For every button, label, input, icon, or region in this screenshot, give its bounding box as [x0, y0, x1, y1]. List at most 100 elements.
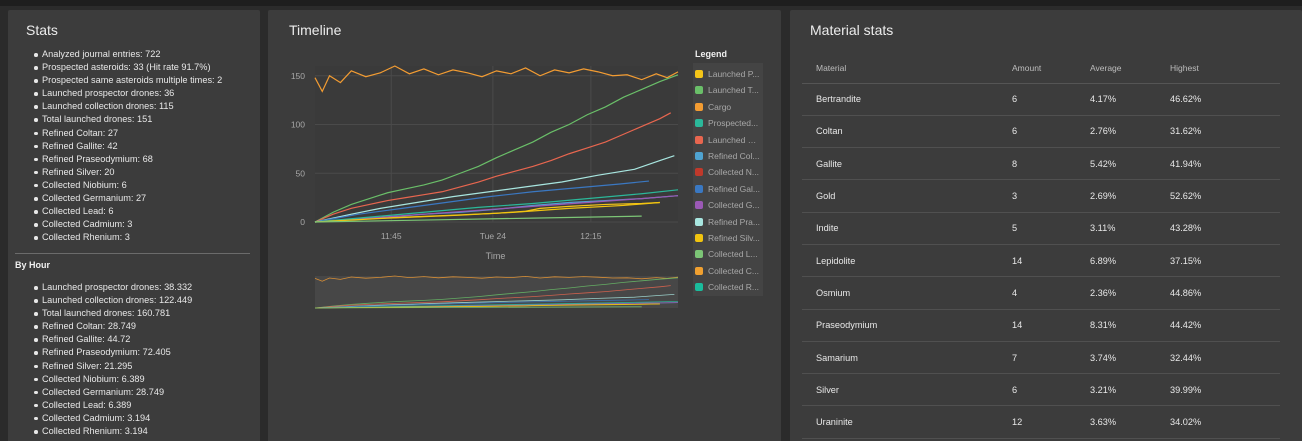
- stat-item: Collected Germanium: 28.749: [26, 386, 192, 399]
- legend-item[interactable]: Refined Pra...: [695, 214, 760, 230]
- stat-item: Total launched drones: 160.781: [26, 307, 192, 320]
- chart-legend: Launched P... Launched T... Cargo Prospecte…: [693, 63, 763, 296]
- navigator-line: [314, 275, 679, 282]
- legend-item[interactable]: Collected N...: [695, 164, 760, 180]
- x-axis-label: Time: [486, 251, 506, 261]
- column-header[interactable]: Amount: [998, 54, 1076, 84]
- material-table: Material Amount Average Highest Bertrandite…: [802, 54, 1280, 439]
- series-line: [314, 74, 679, 223]
- table-cell: 6: [998, 373, 1076, 407]
- table-cell: 44.86%: [1156, 276, 1280, 310]
- timeline-panel: Timeline 0 50 100 150 11:45 Tue 24 12:15 Time L…: [268, 10, 781, 441]
- stat-item: Launched collection drones: 122.449: [26, 294, 192, 307]
- legend-item[interactable]: Refined Silv...: [695, 230, 760, 246]
- table-cell: Bertrandite: [802, 83, 998, 116]
- column-header[interactable]: Highest: [1156, 54, 1280, 84]
- series-line: [314, 215, 642, 223]
- series-line: [314, 180, 650, 223]
- table-cell: 4.17%: [1076, 83, 1156, 116]
- y-tick-label: 150: [291, 71, 305, 81]
- legend-item[interactable]: Launched T...: [695, 82, 760, 98]
- x-tick-label: Tue 24: [480, 231, 506, 241]
- table-cell: Uraninite: [802, 405, 998, 439]
- legend-label: Launched P...: [708, 69, 760, 79]
- table-cell: Coltan: [802, 115, 998, 149]
- stat-item: Refined Gallite: 44.72: [26, 333, 192, 346]
- table-row: Bertrandite 6 4.17% 46.62%: [802, 83, 1280, 116]
- legend-item[interactable]: Launched P...: [695, 66, 760, 82]
- table-row: Lepidolite 14 6.89% 37.15%: [802, 244, 1280, 278]
- table-row: Samarium 7 3.74% 32.44%: [802, 341, 1280, 375]
- top-bar: [0, 0, 1302, 6]
- legend-item[interactable]: Prospected...: [695, 115, 760, 131]
- legend-item[interactable]: Collected L...: [695, 246, 760, 262]
- table-cell: 4: [998, 276, 1076, 310]
- stat-item: Refined Praseodymium: 72.405: [26, 346, 192, 359]
- timeline-chart[interactable]: 0 50 100 150 11:45 Tue 24 12:15 Time: [268, 10, 693, 320]
- series-line: [314, 201, 660, 223]
- navigator-line: [314, 277, 679, 309]
- legend-label: Cargo: [708, 101, 732, 112]
- stat-item: Refined Coltan: 27: [26, 127, 222, 140]
- table-row: Gold 3 2.69% 52.62%: [802, 179, 1280, 213]
- table-cell: 43.28%: [1156, 212, 1280, 245]
- legend-item[interactable]: Collected R...: [695, 279, 760, 295]
- table-row: Praseodymium 14 8.31% 44.42%: [802, 309, 1280, 342]
- legend-item[interactable]: Refined Gal...: [695, 181, 760, 197]
- legend-swatch: [695, 250, 703, 259]
- legend-label: Collected G...: [708, 200, 760, 211]
- table-cell: Gallite: [802, 147, 998, 181]
- stat-item: Refined Coltan: 28.749: [26, 320, 192, 333]
- stat-item: Prospected same asteroids multiple times…: [26, 74, 222, 87]
- column-header[interactable]: Material: [802, 54, 998, 84]
- table-cell: 39.99%: [1156, 373, 1280, 407]
- stat-item: Refined Gallite: 42: [26, 140, 222, 153]
- table-cell: 37.15%: [1156, 244, 1280, 278]
- navigator-line: [314, 306, 642, 309]
- timeline-title: Timeline: [289, 22, 342, 38]
- table-cell: 8: [998, 147, 1076, 181]
- legend-swatch: [695, 168, 703, 177]
- table-cell: 2.76%: [1076, 115, 1156, 149]
- legend-item[interactable]: Collected G...: [695, 197, 760, 213]
- table-row: Silver 6 3.21% 39.99%: [802, 373, 1280, 407]
- table-row: Gallite 8 5.42% 41.94%: [802, 147, 1280, 181]
- stat-item: Analyzed journal entries: 722: [26, 48, 222, 61]
- legend-swatch: [695, 234, 703, 242]
- legend-swatch: [695, 217, 703, 226]
- legend-label: Collected N...: [708, 167, 760, 178]
- legend-swatch: [695, 135, 703, 144]
- legend-item[interactable]: Launched C...: [695, 132, 760, 148]
- stat-item: Collected Rhenium: 3: [26, 231, 222, 244]
- table-cell: 8.31%: [1076, 309, 1156, 342]
- legend-item[interactable]: Refined Col...: [695, 148, 760, 164]
- stat-item: Collected Cadmium: 3: [26, 218, 222, 231]
- stat-item: Refined Silver: 21.295: [26, 360, 192, 373]
- legend-swatch: [695, 70, 703, 78]
- stat-item: Collected Cadmium: 3.194: [26, 412, 192, 425]
- column-header[interactable]: Average: [1076, 54, 1156, 84]
- series-line: [314, 112, 672, 223]
- navigator-line: [314, 303, 660, 309]
- legend-item[interactable]: Collected C...: [695, 263, 760, 279]
- legend-swatch: [695, 184, 703, 193]
- table-cell: 2.69%: [1076, 179, 1156, 213]
- stat-item: Launched prospector drones: 38.332: [26, 281, 192, 294]
- legend-label: Refined Gal...: [708, 183, 760, 194]
- table-cell: 2.36%: [1076, 276, 1156, 310]
- table-cell: 6: [998, 83, 1076, 116]
- table-cell: 41.94%: [1156, 147, 1280, 181]
- table-cell: 52.62%: [1156, 179, 1280, 213]
- table-cell: Indite: [802, 212, 998, 245]
- navigator-line: [314, 299, 649, 309]
- legend-item[interactable]: Cargo: [695, 99, 760, 115]
- table-cell: 31.62%: [1156, 115, 1280, 149]
- table-cell: Samarium: [802, 341, 998, 375]
- stats-title: Stats: [26, 22, 58, 38]
- legend-title: Legend: [695, 49, 728, 59]
- stat-item: Collected Lead: 6: [26, 205, 222, 218]
- table-cell: 3.11%: [1076, 212, 1156, 245]
- table-cell: 12: [998, 405, 1076, 439]
- table-cell: 3: [998, 179, 1076, 213]
- x-tick-label: 11:45: [381, 231, 402, 241]
